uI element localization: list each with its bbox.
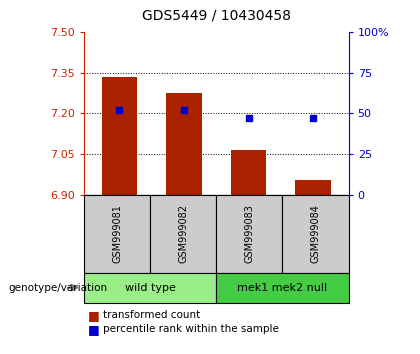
Bar: [295, 180, 331, 195]
Bar: [84, 273, 216, 303]
Text: ■: ■: [88, 323, 100, 336]
Text: ■: ■: [88, 309, 100, 321]
Bar: [231, 150, 266, 195]
Bar: [102, 77, 137, 195]
Text: wild type: wild type: [125, 282, 176, 293]
Bar: [166, 93, 202, 195]
Text: GSM999082: GSM999082: [178, 204, 188, 263]
Text: percentile rank within the sample: percentile rank within the sample: [103, 324, 279, 334]
Text: genotype/variation: genotype/variation: [8, 282, 108, 293]
Text: GDS5449 / 10430458: GDS5449 / 10430458: [142, 9, 291, 23]
Text: transformed count: transformed count: [103, 310, 200, 320]
Text: GSM999084: GSM999084: [310, 204, 320, 263]
Bar: [283, 195, 349, 273]
Bar: [216, 273, 349, 303]
Bar: [84, 195, 150, 273]
Text: mek1 mek2 null: mek1 mek2 null: [237, 282, 328, 293]
Bar: [216, 195, 283, 273]
Text: GSM999081: GSM999081: [112, 204, 122, 263]
Bar: [150, 195, 216, 273]
Text: GSM999083: GSM999083: [244, 204, 255, 263]
